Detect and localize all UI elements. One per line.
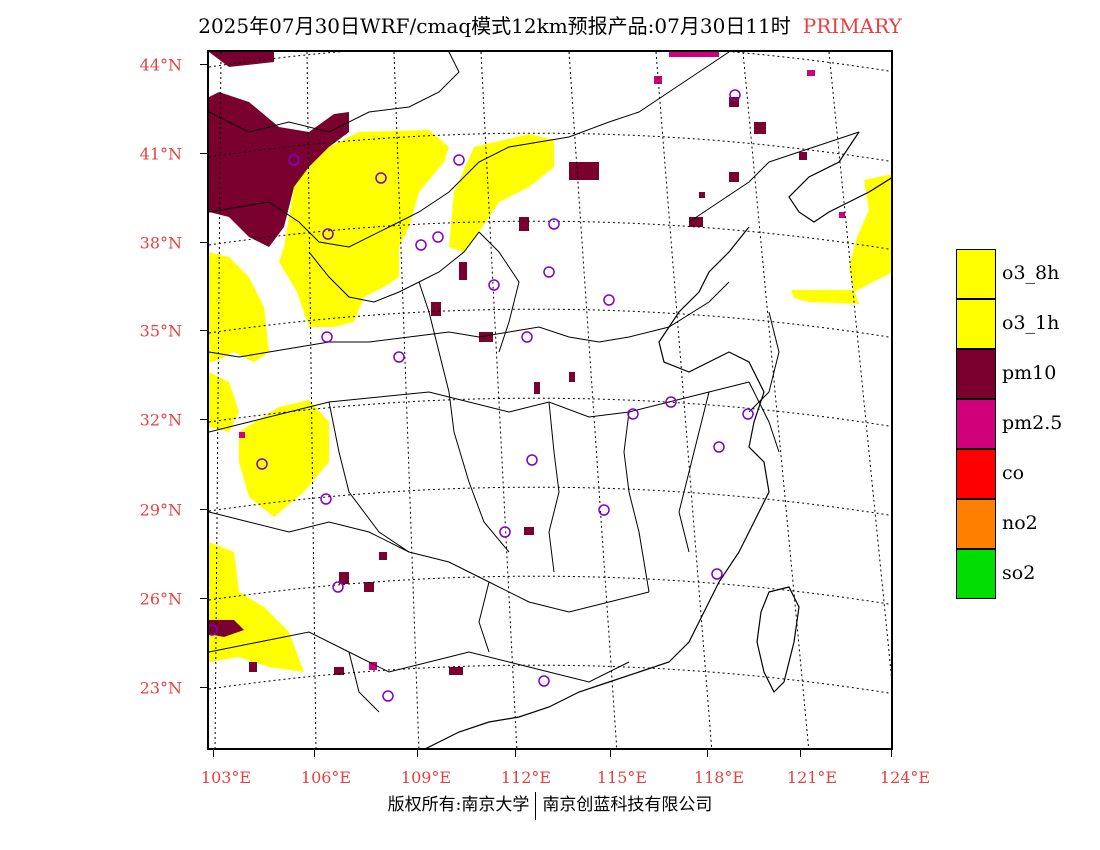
- legend-label: so2: [1002, 562, 1036, 584]
- legend-swatch: [956, 349, 996, 399]
- province-boundaries: [209, 52, 860, 713]
- copyright-footer: 版权所有:南京大学 南京创蓝科技有限公司: [0, 790, 1100, 820]
- lat-tick: [200, 509, 207, 510]
- title-tag: PRIMARY: [802, 14, 902, 38]
- lon-label-106e: 106°E: [300, 768, 352, 787]
- lon-tick: [891, 750, 892, 757]
- lon-label-112e: 112°E: [500, 768, 552, 787]
- o3-area-east: [791, 174, 891, 304]
- coastline: [425, 131, 891, 748]
- footer-divider: [535, 791, 537, 820]
- legend-swatch: [956, 249, 996, 299]
- legend-label: pm2.5: [1002, 412, 1063, 434]
- lat-tick: [200, 153, 207, 154]
- lon-label-124e: 124°E: [879, 768, 931, 787]
- lon-tick: [800, 750, 801, 757]
- o3-area-north: [279, 130, 554, 327]
- lat-label-41n: 41°N: [139, 144, 182, 164]
- lat-tick: [200, 330, 207, 331]
- lon-tick: [213, 750, 214, 757]
- lon-tick: [707, 750, 708, 757]
- map-panel: [207, 50, 893, 750]
- copyright-company: 南京创蓝科技有限公司: [542, 795, 713, 815]
- pm25-dots: [239, 52, 845, 670]
- pm10-area-southwest: [209, 620, 244, 637]
- legend-label: pm10: [1002, 362, 1057, 384]
- lat-tick: [200, 64, 207, 65]
- lon-tick: [515, 750, 516, 757]
- legend-label: o3_1h: [1002, 312, 1060, 334]
- lat-label-26n: 26°N: [139, 589, 182, 609]
- legend-swatch: [956, 299, 996, 349]
- lon-label-103e: 103°E: [200, 768, 252, 787]
- lat-tick: [200, 242, 207, 243]
- legend-label: co: [1002, 462, 1025, 484]
- lat-label-44n: 44°N: [139, 55, 182, 75]
- lon-label-118e: 118°E: [693, 768, 745, 787]
- lon-tick: [610, 750, 611, 757]
- lat-label-38n: 38°N: [139, 233, 182, 253]
- copyright-owner: 版权所有:南京大学: [387, 795, 530, 815]
- lon-label-115e: 115°E: [596, 768, 648, 787]
- lat-label-32n: 32°N: [139, 410, 182, 430]
- lon-tick: [417, 750, 418, 757]
- graticule: [209, 52, 891, 748]
- chart-title: 2025年07月30日WRF/cmaq模式12km预报产品:07月30日11时 P…: [0, 10, 1100, 39]
- legend-label: o3_8h: [1002, 262, 1060, 284]
- legend-swatch: [956, 499, 996, 549]
- lon-label-121e: 121°E: [786, 768, 838, 787]
- lat-tick: [200, 419, 207, 420]
- pm10-area-north: [209, 52, 349, 247]
- city-markers: [209, 89, 754, 702]
- legend-swatch: [956, 399, 996, 449]
- map-canvas: [209, 52, 891, 748]
- pm10-dots: [249, 97, 807, 675]
- lon-label-109e: 109°E: [400, 768, 452, 787]
- legend-swatch: [956, 449, 996, 499]
- lat-label-35n: 35°N: [139, 321, 182, 341]
- legend-swatch: [956, 549, 996, 599]
- legend-label: no2: [1002, 512, 1038, 534]
- o3-area-west: [209, 252, 329, 672]
- lat-label-29n: 29°N: [139, 500, 182, 520]
- lat-label-23n: 23°N: [139, 678, 182, 698]
- lat-tick: [200, 687, 207, 688]
- lat-tick: [200, 598, 207, 599]
- title-main: 2025年07月30日WRF/cmaq模式12km预报产品:07月30日11时: [198, 14, 791, 38]
- lon-tick: [314, 750, 315, 757]
